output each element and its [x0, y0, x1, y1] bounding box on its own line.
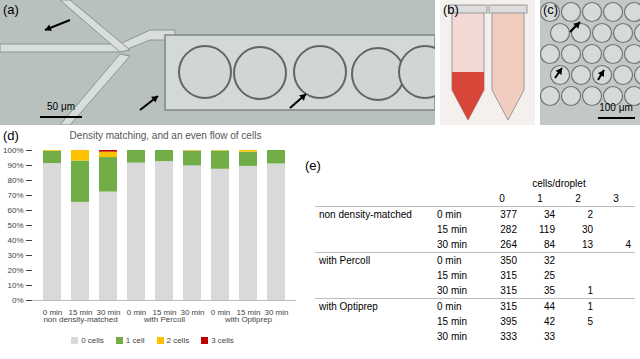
html-text:264: 264: [500, 239, 517, 250]
html-text:119: 119: [539, 224, 555, 235]
svg-text:with Optiprep: with Optiprep: [224, 315, 273, 324]
html-text:0 min: 0 min: [437, 255, 462, 266]
svg-text:90%: 90%: [7, 161, 23, 170]
html-text:(c): (c): [543, 2, 559, 17]
html-text:315: 315: [500, 301, 517, 312]
svg-text:50%: 50%: [7, 221, 23, 230]
html-text:2: 2: [587, 209, 593, 220]
svg-text:0 min: 0 min: [42, 308, 63, 318]
html-text:25: 25: [543, 270, 555, 281]
svg-text:70%: 70%: [7, 191, 23, 200]
svg-text:non density-matched: non density-matched: [43, 315, 117, 324]
svg-text:30%: 30%: [7, 251, 23, 260]
svg-text:100 μm: 100 μm: [599, 102, 633, 113]
html-text:15 min 30 min: 15 min 30 min: [152, 308, 205, 318]
html-text:2 cells: 2 cells: [166, 336, 190, 346]
html-text:15 min: 15 min: [437, 316, 467, 327]
svg-text:20%: 20%: [7, 266, 23, 275]
html-text:(a): (a): [3, 2, 19, 17]
html-text:33: 33: [543, 331, 555, 342]
svg-text:60%: 60%: [7, 206, 23, 215]
svg-text:50 μm: 50 μm: [47, 101, 75, 112]
html-text:30: 30: [581, 224, 593, 235]
html-text:35: 35: [543, 285, 555, 296]
svg-text:0 min: 0 min: [126, 308, 147, 318]
html-text:3: 3: [613, 193, 619, 204]
svg-text:0%: 0%: [12, 296, 24, 305]
html-text:333: 333: [500, 331, 517, 342]
html-text:5: 5: [587, 316, 593, 327]
html-text:3 cells: 3 cells: [211, 336, 234, 346]
html-text:350: 350: [500, 255, 517, 266]
html-text:(b): (b): [443, 2, 459, 17]
html-text:44: 44: [543, 301, 555, 312]
html-text:1: 1: [587, 285, 593, 296]
html-text:15 min: 15 min: [437, 270, 467, 281]
html-text:0 min: 0 min: [437, 209, 462, 220]
html-text:13: 13: [581, 239, 593, 250]
html-text:1: 1: [587, 301, 593, 312]
svg-text:40%: 40%: [7, 236, 23, 245]
html-text:1: 1: [537, 193, 543, 204]
html-text:15 min 30 min: 15 min 30 min: [68, 308, 121, 318]
html-text:0: 0: [499, 193, 505, 204]
html-text:30 min: 30 min: [437, 331, 467, 342]
html-text:cells/droplet: cells/droplet: [532, 178, 586, 189]
svg-text:100%: 100%: [3, 146, 23, 155]
html-text:395: 395: [500, 316, 517, 327]
html-text:84: 84: [543, 239, 555, 250]
html-text:30 min: 30 min: [437, 285, 467, 296]
html-text:with Optiprep: with Optiprep: [319, 301, 378, 312]
html-text:15 min: 15 min: [437, 224, 467, 235]
html-text:30 min: 30 min: [437, 239, 467, 250]
html-text:15 min 30 min: 15 min 30 min: [236, 308, 289, 318]
html-text:282: 282: [500, 224, 517, 235]
svg-text:with Percoll: with Percoll: [143, 315, 185, 324]
html-text:(d): (d): [3, 128, 19, 143]
html-text:0 cells: 0 cells: [81, 336, 104, 346]
html-text:315: 315: [500, 270, 517, 281]
html-text:non density-matched: non density-matched: [319, 209, 412, 220]
html-text:377: 377: [500, 209, 517, 220]
svg-text:10%: 10%: [7, 281, 23, 290]
svg-text:0 min: 0 min: [210, 308, 231, 318]
html-text:0 min: 0 min: [437, 301, 462, 312]
html-text:(e): (e): [305, 158, 321, 173]
html-text:with Percoll: with Percoll: [319, 255, 371, 266]
html-text:Density matching, and an even: Density matching, and an even flow of ce…: [69, 130, 262, 141]
html-text:1 cell: 1 cell: [125, 336, 145, 346]
html-text:4: 4: [625, 239, 631, 250]
svg-text:80%: 80%: [7, 176, 23, 185]
html-text:2: 2: [575, 193, 581, 204]
html-text:32: 32: [543, 255, 555, 266]
html-text:34: 34: [543, 209, 555, 220]
html-text:42: 42: [543, 316, 555, 327]
html-text:315: 315: [500, 285, 517, 296]
